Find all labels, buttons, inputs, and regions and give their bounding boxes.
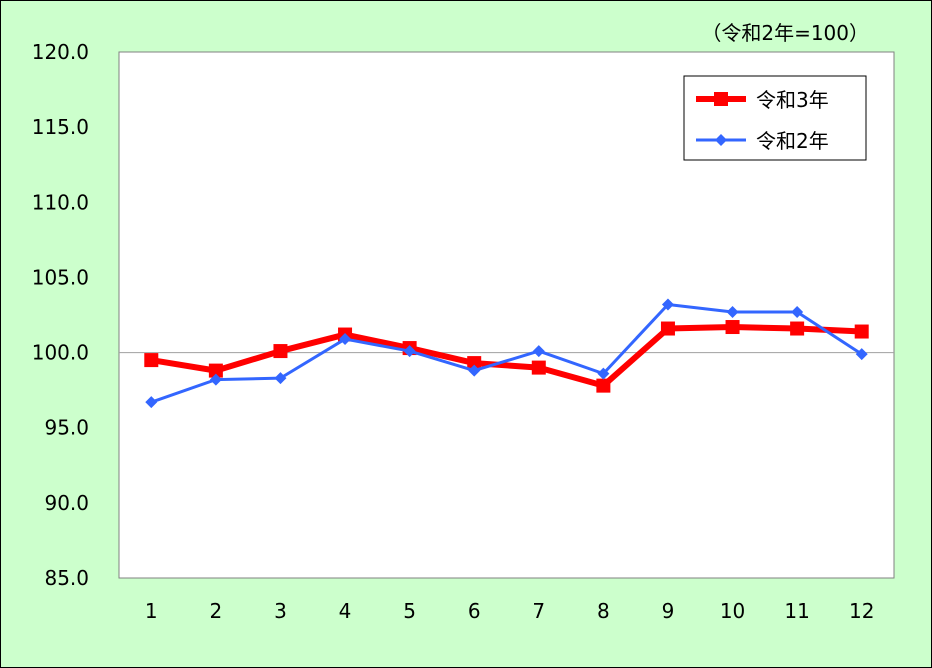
legend-label-series-2: 令和2年	[756, 129, 829, 153]
legend-box	[683, 75, 867, 161]
legend-marker-series-2	[715, 134, 727, 146]
x-tick-label: 6	[468, 599, 481, 623]
data-point-series-2	[403, 345, 416, 358]
x-tick-label: 3	[274, 599, 287, 623]
series-line-1	[150, 324, 862, 389]
y-tick-label: 90.0	[44, 491, 89, 515]
x-tick-label: 11	[784, 599, 809, 623]
data-point-series-1	[208, 363, 223, 378]
data-point-series-2	[468, 364, 481, 377]
data-point-series-2	[339, 333, 352, 346]
data-point-series-1	[531, 360, 546, 375]
data-point-series-2	[274, 372, 287, 385]
data-point-series-1	[660, 321, 675, 336]
data-point-series-1	[144, 353, 159, 368]
data-point-series-1	[273, 344, 288, 359]
x-axis-ticks: 1 2 3 4 5 6 7 8 9 10 11 12	[145, 599, 875, 623]
data-point-series-1	[790, 321, 805, 336]
legend-marker-series-1	[714, 92, 728, 106]
x-tick-label: 4	[339, 599, 352, 623]
x-tick-label: 7	[532, 599, 545, 623]
x-tick-label: 8	[597, 599, 610, 623]
y-tick-label: 110.0	[32, 190, 89, 214]
x-tick-label: 10	[720, 599, 745, 623]
legend-label-series-1: 令和3年	[756, 88, 829, 112]
y-tick-label: 115.0	[32, 115, 89, 139]
data-point-series-2	[661, 298, 674, 311]
data-point-series-2	[145, 396, 158, 409]
legend: 令和3年 令和2年	[683, 75, 867, 161]
x-tick-label: 5	[403, 599, 416, 623]
x-tick-label: 9	[662, 599, 675, 623]
y-tick-label: 95.0	[44, 416, 89, 440]
data-point-series-1	[467, 356, 482, 371]
x-tick-label: 2	[210, 599, 223, 623]
data-point-series-1	[725, 320, 740, 335]
y-axis-ticks: 85.0 90.0 95.0 100.0 105.0 110.0 115.0 120.0	[32, 40, 89, 590]
data-point-series-2	[597, 367, 610, 380]
data-point-series-1	[854, 324, 869, 339]
unit-note: （令和2年=100）	[701, 21, 869, 45]
x-tick-label: 1	[145, 599, 158, 623]
data-point-series-2	[726, 305, 739, 318]
y-tick-label: 120.0	[32, 40, 89, 64]
y-tick-label: 105.0	[32, 265, 89, 289]
series-line-2	[150, 302, 863, 404]
data-point-series-2	[791, 305, 804, 318]
y-tick-label: 85.0	[44, 566, 89, 590]
data-point-series-2	[855, 348, 868, 361]
series-group	[144, 298, 869, 409]
data-point-series-2	[532, 345, 545, 358]
data-point-series-1	[596, 378, 611, 393]
y-tick-label: 100.0	[32, 341, 89, 365]
x-tick-label: 12	[849, 599, 874, 623]
data-point-series-2	[209, 373, 222, 386]
